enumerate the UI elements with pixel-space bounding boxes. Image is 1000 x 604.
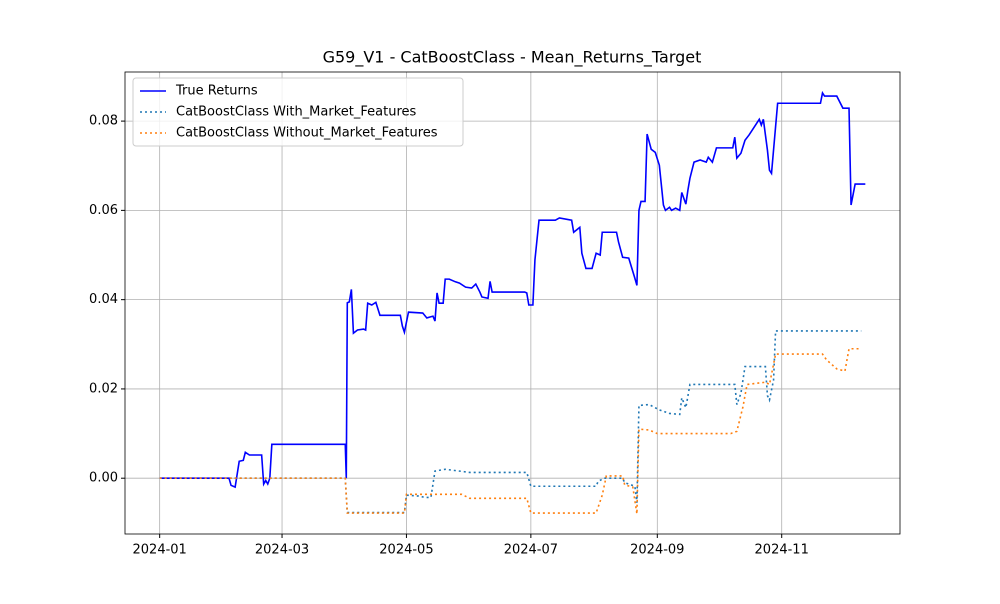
x-tick-label: 2024-01 xyxy=(133,543,187,558)
x-tick-label: 2024-03 xyxy=(255,543,309,558)
y-tick-label: 0.00 xyxy=(89,471,118,486)
legend-label: CatBoostClass With_Market_Features xyxy=(176,105,416,120)
plot-frame xyxy=(124,71,901,535)
x-tick-label: 2024-07 xyxy=(504,543,558,558)
legend-label: True Returns xyxy=(175,84,258,99)
series-line xyxy=(159,330,862,514)
legend-box xyxy=(132,77,464,147)
y-tick-label: 0.06 xyxy=(89,203,118,218)
x-tick-label: 2024-11 xyxy=(755,543,809,558)
y-tick-label: 0.04 xyxy=(89,292,118,307)
legend: True Returns CatBoostClass With_Market_Fe… xyxy=(132,77,464,147)
series-line xyxy=(159,347,862,515)
y-tick-label: 0.02 xyxy=(89,381,118,396)
chart-title: G59_V1 - CatBoostClass - Mean_Returns_Ta… xyxy=(323,48,702,68)
series-line xyxy=(159,90,866,489)
x-tick-label: 2024-05 xyxy=(379,543,433,558)
x-tick-label: 2024-09 xyxy=(630,543,684,558)
legend-label: CatBoostClass Without_Market_Features xyxy=(176,126,438,141)
y-tick-label: 0.08 xyxy=(89,114,118,129)
